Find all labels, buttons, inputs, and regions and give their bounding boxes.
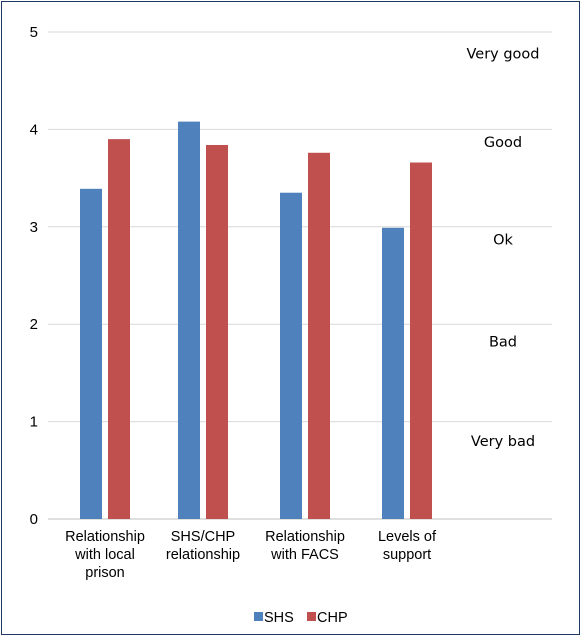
y-tick-label: 2: [30, 316, 38, 333]
bar-chp: [308, 152, 330, 519]
rating-annotation: Good: [484, 135, 522, 151]
rating-annotation: Ok: [493, 232, 513, 248]
category-label: SHS/CHP: [171, 529, 235, 545]
bar-shs: [178, 121, 200, 519]
y-tick-label: 0: [30, 511, 38, 528]
bar-shs: [280, 192, 302, 519]
y-tick-label: 5: [30, 24, 38, 41]
bar-chp: [410, 162, 432, 520]
rating-annotation: Very bad: [471, 434, 535, 450]
category-label: with local: [74, 547, 135, 563]
rating-annotation: Very good: [466, 46, 539, 62]
legend-swatch-shs: [254, 612, 263, 621]
category-label: Relationship: [65, 529, 145, 545]
category-label: with FACS: [270, 547, 339, 563]
category-label: relationship: [166, 547, 240, 563]
legend-label-chp: CHP: [317, 610, 348, 626]
category-label: support: [383, 547, 431, 563]
category-label: prison: [85, 565, 125, 581]
bar-shs: [80, 188, 102, 519]
y-tick-label: 1: [30, 414, 38, 431]
legend-label-shs: SHS: [264, 610, 294, 626]
y-tick-label: 4: [30, 121, 38, 138]
y-tick-label: 3: [30, 219, 38, 236]
legend-swatch-chp: [307, 612, 316, 621]
bar-chp: [108, 139, 130, 519]
category-label: Relationship: [265, 529, 345, 545]
rating-annotation: Bad: [489, 335, 517, 351]
bar-shs: [382, 227, 404, 520]
category-label: Levels of: [378, 529, 437, 545]
bar-chp: [206, 144, 228, 519]
